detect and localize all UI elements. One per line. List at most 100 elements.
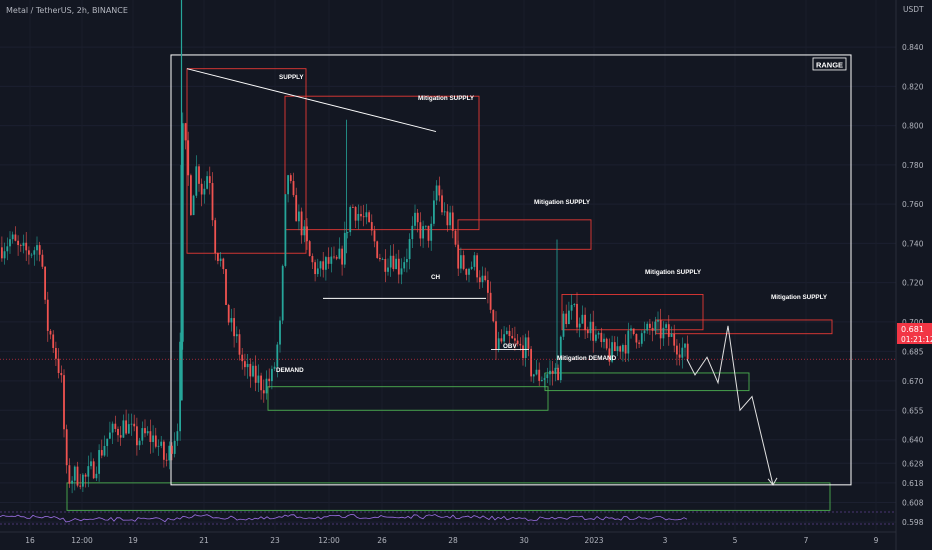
candle-body [84,474,87,477]
supply-zone-box [561,293,704,331]
candle-body [190,175,192,216]
time-tick-label: 16 [25,536,35,545]
time-tick-label: 23 [270,536,280,545]
candle-body [352,207,354,208]
candle-body [203,188,206,195]
candle-body [195,166,198,196]
candle-body [19,245,22,246]
candle-body [368,212,370,223]
candle-body [532,374,535,377]
price-tick-label: 0.840 [902,43,924,52]
projection-path [686,325,774,485]
candle-body [433,200,435,224]
candle-body [476,255,478,278]
candle-body [65,429,68,466]
indicator-line [0,514,688,523]
candle-body [22,242,25,246]
candle-body [141,428,144,441]
candle-body [408,239,411,260]
candle-body [152,435,154,442]
candle-body [154,435,157,447]
candle-body [519,343,522,346]
candle-body [314,262,316,275]
candle-body [481,275,484,283]
candle-body [52,334,55,348]
candle-body [646,323,649,331]
candle-body [284,194,287,266]
candle-body [400,268,403,275]
candle-body [330,256,333,264]
price-tick-label: 0.740 [902,239,924,248]
price-axis[interactable]: 0.840 0.820 0.800 0.780 0.760 0.740 0.720 0.700… [895,0,924,550]
candle-body [497,338,500,350]
candle-body [630,328,632,331]
candle-body [25,242,28,251]
candle-body [265,378,268,394]
candle-body [584,314,586,331]
candle-body [632,328,635,335]
candle-body [605,338,608,349]
candle-body [654,321,657,331]
candle-body [538,369,541,381]
candle-body [430,223,433,241]
candle-body [657,320,659,322]
candle-body [273,366,276,369]
candle-body [49,330,52,335]
candle-body [136,426,138,446]
candle-body [262,390,265,394]
candle-body [222,258,225,270]
price-tick-label: 0.608 [902,499,924,508]
candle-body [516,340,519,344]
candle-body [63,375,65,430]
rsi-indicator-pane [0,511,896,525]
candle-body [335,256,338,259]
candle-body [500,338,503,342]
supply-zone-box [186,68,307,254]
candle-body [595,334,597,341]
annotation-label: Mitigation SUPPLY [645,269,702,276]
candle-body [100,450,103,456]
time-tick-label: 19 [128,536,138,545]
supply-zone-box [284,95,480,231]
candle-body [338,248,341,259]
candle-body [457,244,460,269]
candle-body [157,445,160,447]
candle-body [289,175,292,182]
candle-body [468,268,470,275]
candle-body [71,480,73,484]
candle-body [133,423,136,427]
time-tick-label: 21 [199,536,209,545]
candle-body [640,333,643,344]
candle-body [427,225,430,241]
candle-body [638,342,640,344]
candle-body [603,338,605,343]
candle-body [379,257,381,260]
candle-body [681,347,684,358]
candle-body [171,445,173,454]
candle-body [300,211,303,236]
candle-body [581,314,584,324]
candle-body [478,277,481,283]
candle-body [322,261,325,270]
candle-body [622,345,624,352]
candle-body [535,369,538,375]
candle-body [57,358,60,374]
annotation-label: Mitigation SUPPLY [418,95,475,102]
candle-body [219,258,222,261]
candle-body [316,268,319,275]
spike-candle-body [180,164,183,401]
candle-body [55,347,57,359]
candle-body [279,320,281,345]
annotation-label: DEMAND [276,367,304,374]
candle-body [686,343,689,360]
candle-body [235,334,238,337]
candle-body [184,123,187,141]
candle-body [557,367,559,381]
time-axis[interactable]: 16 12:00 19 21 23 12:00 26 28 30 2023 3 5 7 9 [0,531,896,545]
symbol-title: Metal / TetherUS, 2h, BINANCE [6,6,128,15]
price-tick-label: 0.640 [902,436,924,445]
candle-body [492,309,495,322]
price-badge-background [897,323,932,344]
candle-body [586,330,589,334]
